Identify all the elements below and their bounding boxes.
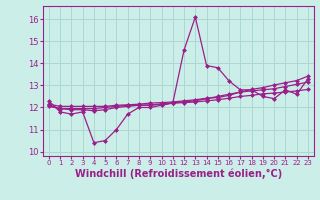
X-axis label: Windchill (Refroidissement éolien,°C): Windchill (Refroidissement éolien,°C) <box>75 169 282 179</box>
